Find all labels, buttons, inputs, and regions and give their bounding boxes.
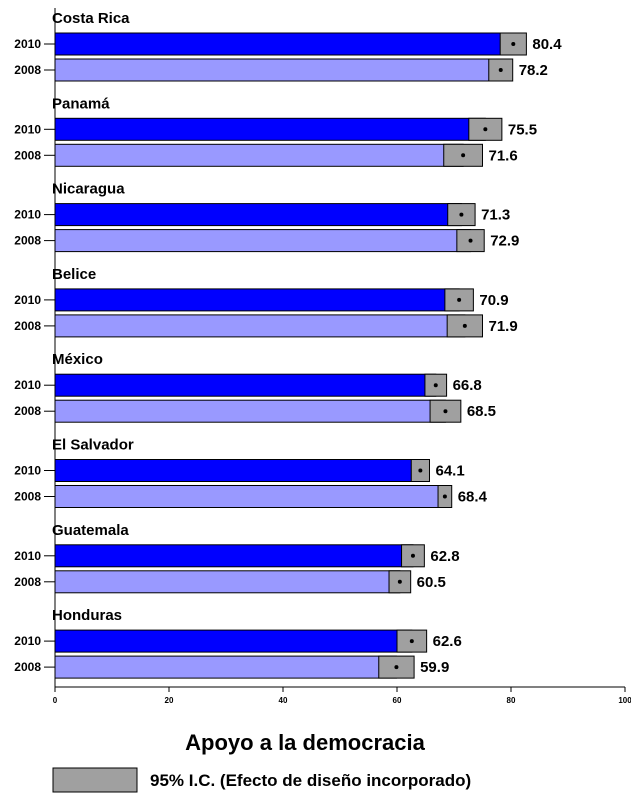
country-label: Honduras: [52, 607, 122, 624]
value-label: 60.5: [417, 574, 446, 591]
bar-2010: [54, 32, 514, 56]
country-label: Guatemala: [52, 522, 129, 539]
value-label: 59.9: [420, 659, 449, 676]
bar-2010: [54, 629, 413, 653]
x-tick-label: 20: [165, 696, 174, 705]
value-label: 80.4: [532, 36, 562, 53]
estimate-point: [394, 665, 399, 670]
year-label: 2010: [14, 37, 41, 51]
x-tick-label: 100: [618, 696, 631, 705]
year-label: 2010: [14, 549, 41, 563]
x-tick-label: 80: [507, 696, 516, 705]
year-label: 2008: [14, 575, 41, 589]
bar-2008: [54, 58, 502, 82]
bar-2008: [54, 485, 446, 508]
x-tick-label: 40: [279, 696, 288, 705]
x-axis-title: Apoyo a la democracia: [185, 730, 425, 755]
estimate-point: [462, 323, 467, 328]
estimate-point: [511, 42, 516, 46]
estimate-point: [468, 238, 473, 243]
country-label: México: [52, 351, 103, 368]
country-label: Belice: [52, 266, 96, 283]
estimate-point: [418, 468, 423, 473]
legend-label: 95% I.C. (Efecto de diseño incorporado): [150, 771, 471, 790]
bar-2010: [54, 117, 486, 141]
value-label: 68.5: [467, 403, 496, 420]
x-tick-label: 60: [393, 696, 402, 705]
country-label: Panamá: [52, 95, 110, 112]
estimate-point: [498, 68, 503, 72]
estimate-point: [442, 494, 447, 499]
value-label: 72.9: [490, 233, 519, 250]
bar-2008: [54, 570, 401, 594]
estimate-point: [433, 383, 438, 388]
year-label: 2008: [14, 234, 41, 248]
bar-2008: [54, 399, 446, 423]
year-label: 2008: [14, 148, 41, 162]
year-label: 2010: [14, 293, 41, 307]
country-label: Nicaragua: [52, 181, 125, 198]
year-label: 2008: [14, 63, 41, 77]
year-label: 2008: [14, 404, 41, 418]
value-label: 71.9: [489, 318, 518, 335]
value-label: 66.8: [453, 377, 482, 394]
value-label: 78.2: [519, 62, 548, 79]
estimate-point: [397, 579, 402, 584]
year-label: 2010: [14, 464, 41, 478]
value-label: 64.1: [435, 463, 464, 480]
bar-2008: [54, 655, 397, 679]
x-tick-label: 0: [53, 696, 58, 705]
bar-2008: [54, 143, 464, 167]
bar-2008: [54, 229, 472, 253]
estimate-point: [409, 639, 414, 644]
bar-2010: [54, 203, 462, 227]
bar-2010: [54, 459, 421, 482]
value-label: 71.6: [489, 147, 518, 164]
legend-swatch: [52, 767, 138, 793]
value-label: 75.5: [508, 121, 537, 138]
value-label: 62.8: [430, 548, 459, 565]
year-label: 2008: [14, 319, 41, 333]
bar-2010: [54, 288, 460, 312]
value-label: 62.6: [433, 633, 462, 650]
bar-2008: [54, 314, 466, 338]
estimate-point: [459, 212, 464, 217]
country-label: Costa Rica: [52, 10, 130, 27]
year-label: 2010: [14, 634, 41, 648]
year-label: 2008: [14, 660, 41, 674]
year-label: 2010: [14, 378, 41, 392]
value-label: 71.3: [481, 207, 510, 224]
bar-2010: [54, 373, 437, 397]
year-label: 2010: [14, 122, 41, 136]
estimate-point: [483, 127, 488, 132]
estimate-point: [461, 153, 466, 158]
value-label: 70.9: [479, 292, 508, 309]
estimate-point: [410, 553, 415, 558]
country-label: El Salvador: [52, 437, 134, 454]
value-label: 68.4: [458, 489, 488, 506]
estimate-point: [457, 297, 462, 302]
year-label: 2008: [14, 490, 41, 504]
estimate-point: [443, 409, 448, 414]
bar-2010: [54, 544, 414, 568]
year-label: 2010: [14, 208, 41, 222]
